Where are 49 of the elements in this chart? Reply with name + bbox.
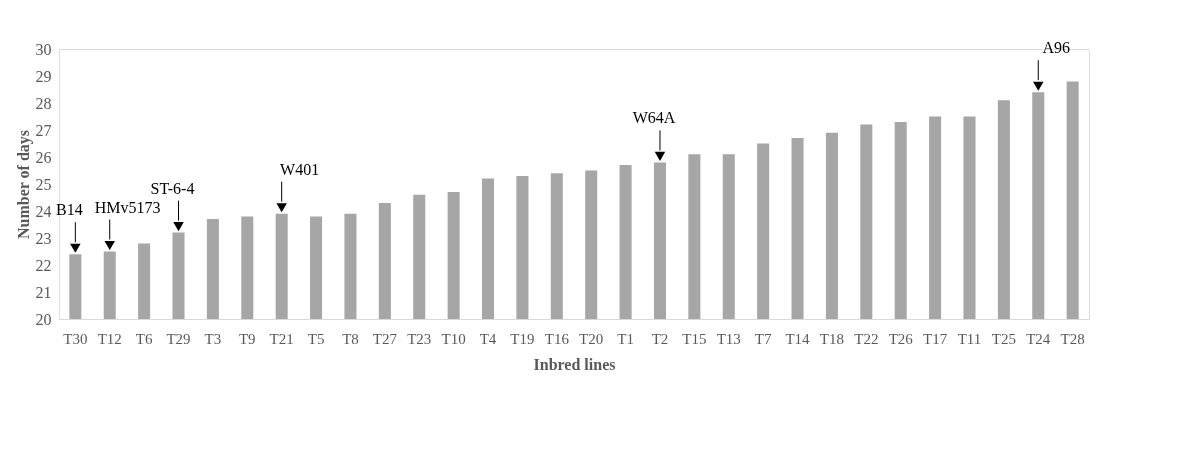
x-tick-label: T15: [682, 330, 707, 347]
annotation: W401: [280, 160, 320, 178]
x-tick-label: T29: [166, 330, 191, 347]
annotation: ST-6-4: [150, 179, 195, 197]
x-tick-label: T8: [342, 330, 359, 347]
annotation: A96: [1042, 39, 1071, 57]
x-tick-label: T30: [63, 330, 88, 347]
y-tick-label: 28: [35, 94, 52, 112]
x-tick-label: T11: [957, 330, 982, 347]
x-tick-label: T27: [372, 330, 398, 347]
x-axis-title: Inbred lines: [533, 355, 616, 373]
x-tick-label: T12: [97, 330, 122, 347]
x-tick-label: T4: [479, 330, 497, 347]
y-tick-label: 27: [35, 121, 52, 139]
x-tick-label: T25: [991, 330, 1016, 347]
x-tick-label: T20: [579, 330, 604, 347]
x-tick-label: T24: [1026, 330, 1051, 347]
x-tick-label: T18: [819, 330, 845, 347]
x-tick-label: T10: [441, 330, 466, 347]
x-tick-label: T6: [135, 330, 153, 347]
x-tick-label: T14: [785, 330, 811, 347]
y-tick-label: 24: [35, 202, 52, 220]
y-tick-label: 21: [35, 283, 52, 301]
x-tick-label: T23: [407, 330, 432, 347]
x-tick-label: T17: [923, 330, 948, 347]
x-tick-label: T3: [204, 330, 222, 347]
annotation: W64A: [632, 109, 676, 127]
annotation: HMv5173: [94, 198, 161, 216]
y-tick-label: 26: [35, 148, 52, 166]
x-tick-label: T7: [754, 330, 772, 347]
x-tick-label: T2: [651, 330, 669, 347]
y-axis-title: Number of days: [14, 129, 33, 240]
y-tick-label: 25: [35, 175, 52, 193]
annotation: B14: [55, 201, 83, 219]
x-tick-label: T26: [888, 330, 914, 347]
x-tick-label: T13: [716, 330, 741, 347]
y-tick-label: 30: [35, 40, 52, 58]
y-tick-label: 29: [35, 67, 52, 85]
x-tick-label: T9: [238, 330, 256, 347]
y-tick-label: 20: [35, 310, 52, 328]
x-tick-label: T19: [510, 330, 535, 347]
y-tick-label: 22: [35, 256, 52, 274]
x-tick-label: T1: [617, 330, 634, 347]
x-tick-label: T21: [269, 330, 294, 347]
y-tick-label: 23: [35, 229, 52, 247]
x-tick-label: T5: [307, 330, 325, 347]
x-tick-label: T16: [544, 330, 570, 347]
x-tick-label: T22: [854, 330, 879, 347]
x-tick-label: T28: [1060, 330, 1085, 347]
